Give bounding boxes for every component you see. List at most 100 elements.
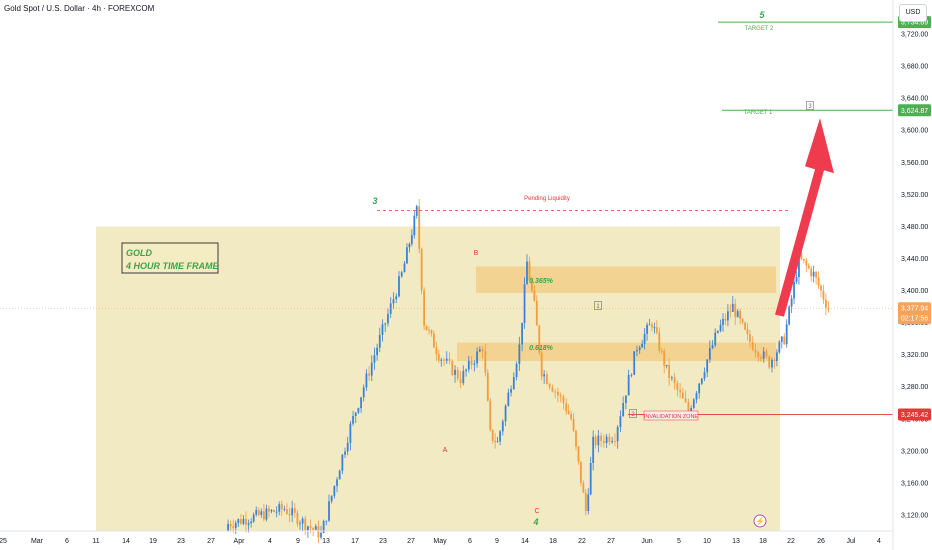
candle-body [538, 325, 541, 353]
candle-body [684, 398, 687, 403]
candle-body [724, 318, 727, 321]
candle-body [476, 351, 478, 364]
time-tick-label: 14 [521, 538, 529, 545]
candle-body [247, 523, 250, 525]
candle-body [370, 362, 373, 376]
price-tick-label: 3,720.00 [901, 32, 928, 39]
candle-body [638, 347, 641, 351]
candle-body [760, 357, 762, 359]
candle-body [378, 334, 381, 348]
candle-body [636, 350, 638, 352]
target2-label: TARGET 2 [745, 26, 774, 32]
candle-body [346, 442, 349, 452]
candle-body [288, 513, 291, 516]
candle-body [451, 360, 454, 376]
candle-body [731, 303, 734, 312]
price-tick-label: 3,640.00 [901, 96, 928, 103]
candle-body [577, 446, 580, 462]
time-tick-label: 23 [379, 538, 387, 545]
candle-body [521, 322, 523, 345]
candle-body [283, 509, 286, 510]
time-tick-label: 13 [322, 538, 330, 545]
target1-label: TARGET 1 [744, 110, 773, 116]
price-tag-label: 3,245.42 [901, 412, 928, 419]
candle-body [459, 378, 462, 384]
time-tick-label: 9 [296, 538, 300, 545]
candle-body [800, 252, 803, 259]
candle-body [234, 522, 237, 528]
candle-body [711, 345, 714, 349]
price-axis[interactable]: 3,120.003,160.003,200.003,240.003,280.00… [892, 0, 931, 550]
candle-body [653, 327, 656, 329]
time-tick-label: 14 [122, 538, 130, 545]
candle-body [778, 341, 781, 353]
candle-body [776, 352, 778, 362]
candle-body [403, 263, 406, 273]
wave-5-label: 5 [759, 10, 765, 20]
candle-body [551, 387, 554, 392]
lightning-glyph: ⚡ [755, 516, 765, 526]
candle-body [815, 271, 817, 278]
wave-a-label: A [443, 447, 448, 454]
candle-body [437, 354, 440, 361]
candle-body [582, 483, 585, 493]
time-tick-label: 18 [759, 538, 767, 545]
candle-body [470, 360, 473, 365]
candle-body [641, 343, 644, 348]
candle-body [695, 393, 698, 400]
time-tick-label: 11 [92, 538, 99, 545]
candle-body [360, 397, 362, 409]
candle-body [338, 470, 341, 480]
candle-body [349, 423, 352, 443]
candle-body [456, 369, 459, 379]
candle-body [655, 327, 658, 333]
price-tag-invalidation [898, 408, 931, 421]
candle-body [418, 206, 421, 249]
candle-body [771, 359, 773, 368]
candle-body [567, 411, 570, 414]
candle-body [268, 508, 270, 512]
candle-body [395, 296, 398, 300]
currency-button[interactable]: USD [899, 4, 927, 22]
timeframe-line-1: GOLD [126, 248, 152, 258]
candle-body [270, 510, 273, 512]
candle-body [565, 403, 568, 412]
candle-body [322, 520, 325, 533]
candle-body [751, 342, 754, 350]
sub-2-box [629, 409, 637, 418]
candle-body [805, 260, 808, 266]
candle-body [365, 373, 368, 388]
candle-body [526, 261, 528, 285]
candle-body [670, 377, 673, 379]
time-axis[interactable]: 25 Mar 6 11 14 19 23 27 Apr 4 9 13 17 23 27 May 6 9 14 18 22… [0, 530, 893, 545]
candle-body [410, 235, 413, 244]
candle-body [548, 383, 551, 388]
candle-body [494, 440, 497, 443]
candle-body [630, 374, 633, 376]
candle-body [580, 461, 582, 484]
candle-body [531, 279, 533, 291]
candle-body [727, 311, 729, 321]
candle-body [749, 334, 751, 343]
time-tick-label: 9 [495, 538, 499, 545]
price-tick-label: 3,320.00 [901, 352, 928, 359]
candle-body [528, 261, 531, 280]
candle-body [780, 336, 783, 342]
candle-body [454, 369, 456, 376]
time-tick-label: Jun [641, 538, 652, 545]
price-tick-label: 3,200.00 [901, 448, 928, 455]
candle-body [344, 451, 346, 455]
candle-body [293, 508, 296, 513]
time-tick-label: 26 [817, 538, 825, 545]
candle-body [320, 532, 322, 538]
candle-body [714, 332, 717, 346]
candle-body [648, 324, 651, 326]
time-tick-label: Jul [847, 538, 856, 545]
candle-body [489, 400, 492, 430]
candle-body [587, 494, 590, 512]
candle-body [625, 395, 627, 404]
time-tick-label: 19 [149, 538, 157, 545]
candle-body [643, 333, 646, 344]
candle-body [307, 526, 309, 530]
